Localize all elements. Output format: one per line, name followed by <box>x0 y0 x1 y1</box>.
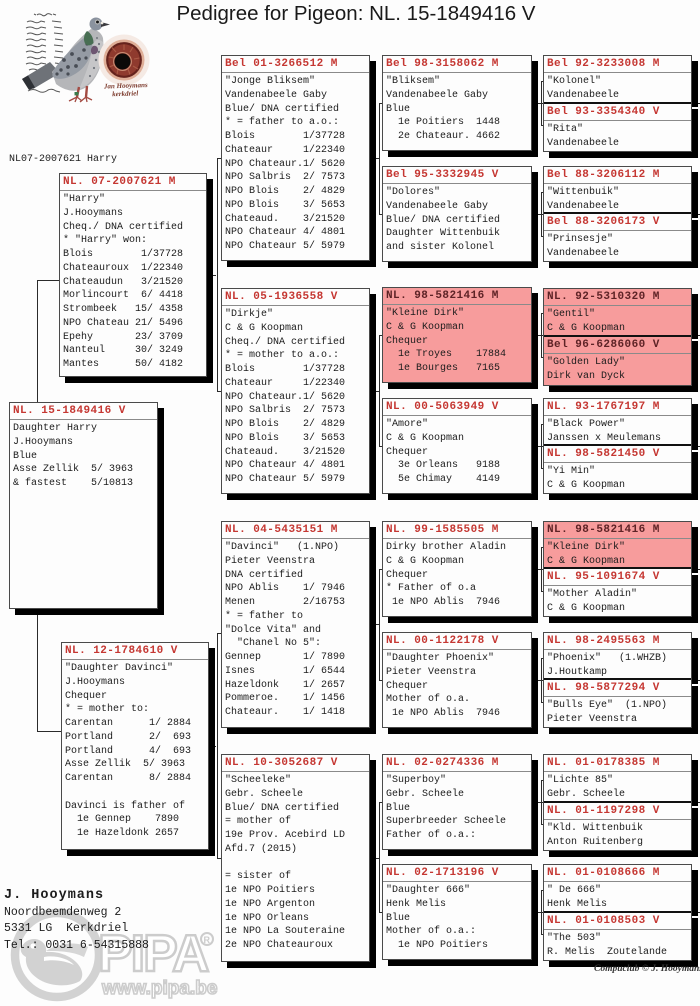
svg-text:PIPA: PIPA <box>98 925 209 983</box>
svg-text:Jan Hooymans: Jan Hooymans <box>103 81 148 91</box>
svg-text:R: R <box>204 935 211 945</box>
svg-text:kerkdriel: kerkdriel <box>112 89 138 98</box>
svg-text:www.pipa.be: www.pipa.be <box>101 978 217 999</box>
